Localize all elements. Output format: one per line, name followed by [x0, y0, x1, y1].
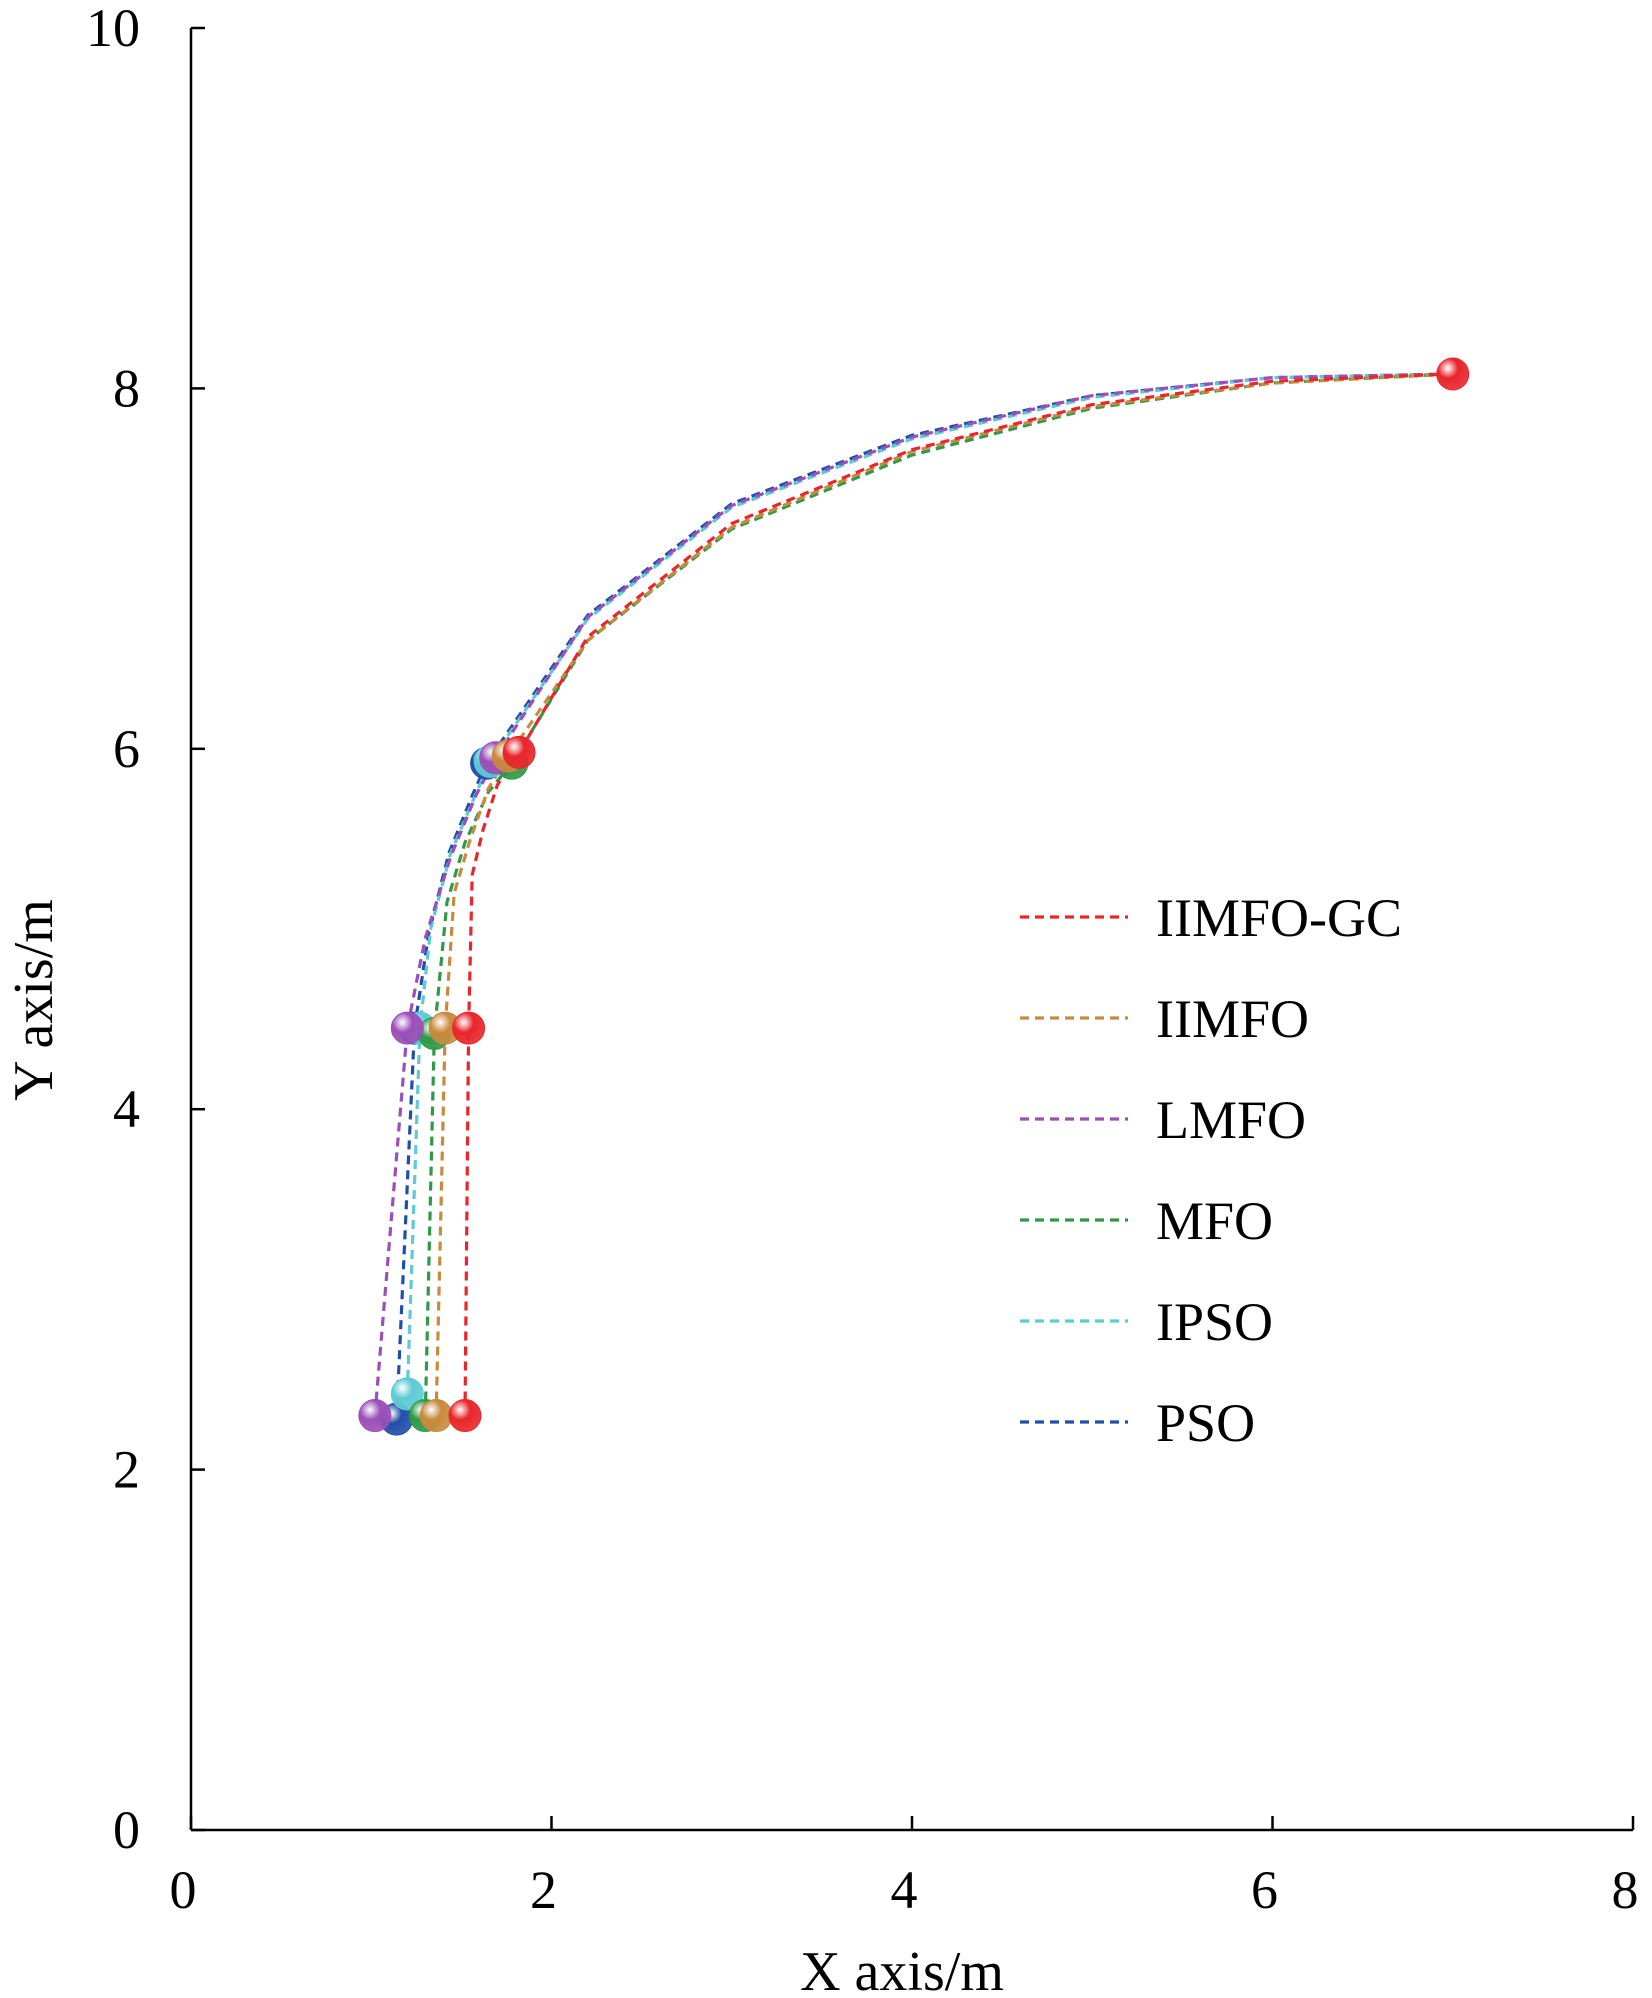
series-line-lmfo	[373, 372, 1453, 1416]
marker-iimfo-gc	[502, 735, 536, 769]
axes	[189, 28, 1633, 1832]
legend-label: LMFO	[1156, 1090, 1306, 1150]
x-tick-label: 4	[891, 1860, 918, 1920]
y-ticks: 0 2 4 6 8 10	[86, 0, 205, 1860]
legend-label: MFO	[1156, 1191, 1273, 1251]
series-markers	[358, 357, 1470, 1436]
y-tick-label: 6	[113, 719, 140, 779]
marker-iimfo-gc	[448, 1399, 482, 1433]
legend-label: PSO	[1156, 1393, 1255, 1453]
series-line-mfo	[423, 372, 1453, 1416]
marker-lmfo	[358, 1399, 392, 1433]
x-ticks: 0 2 4 6 8	[170, 1816, 1639, 1920]
legend: IIMFO-GC IIMFO LMFO MFO IPSO PSO	[1020, 888, 1402, 1453]
marker-iimfo-gc	[452, 1011, 486, 1045]
marker-ipso	[390, 1377, 424, 1411]
x-axis-title: X axis/m	[800, 1941, 1004, 1998]
y-tick-label: 2	[113, 1440, 140, 1500]
marker-lmfo	[390, 1011, 424, 1045]
series-line-iimfo-gc	[463, 372, 1453, 1416]
y-tick-label: 8	[113, 358, 140, 418]
legend-label: IIMFO-GC	[1156, 888, 1402, 948]
y-axis-title: Y axis/m	[3, 899, 65, 1101]
series-line-ipso	[405, 372, 1453, 1394]
marker-iimfo-gc	[1436, 357, 1470, 391]
x-tick-label: 2	[530, 1860, 557, 1920]
legend-label: IPSO	[1156, 1292, 1273, 1352]
x-tick-label: 8	[1612, 1860, 1639, 1920]
y-tick-label: 0	[113, 1800, 140, 1860]
y-tick-label: 4	[113, 1079, 140, 1139]
x-tick-label: 0	[170, 1860, 197, 1920]
series-line-pso	[394, 372, 1453, 1420]
y-tick-label: 10	[86, 0, 140, 58]
marker-iimfo	[419, 1399, 453, 1433]
x-tick-label: 6	[1251, 1860, 1278, 1920]
series-lines	[373, 372, 1453, 1420]
series-line-iimfo	[434, 372, 1453, 1416]
legend-label: IIMFO	[1156, 989, 1309, 1049]
